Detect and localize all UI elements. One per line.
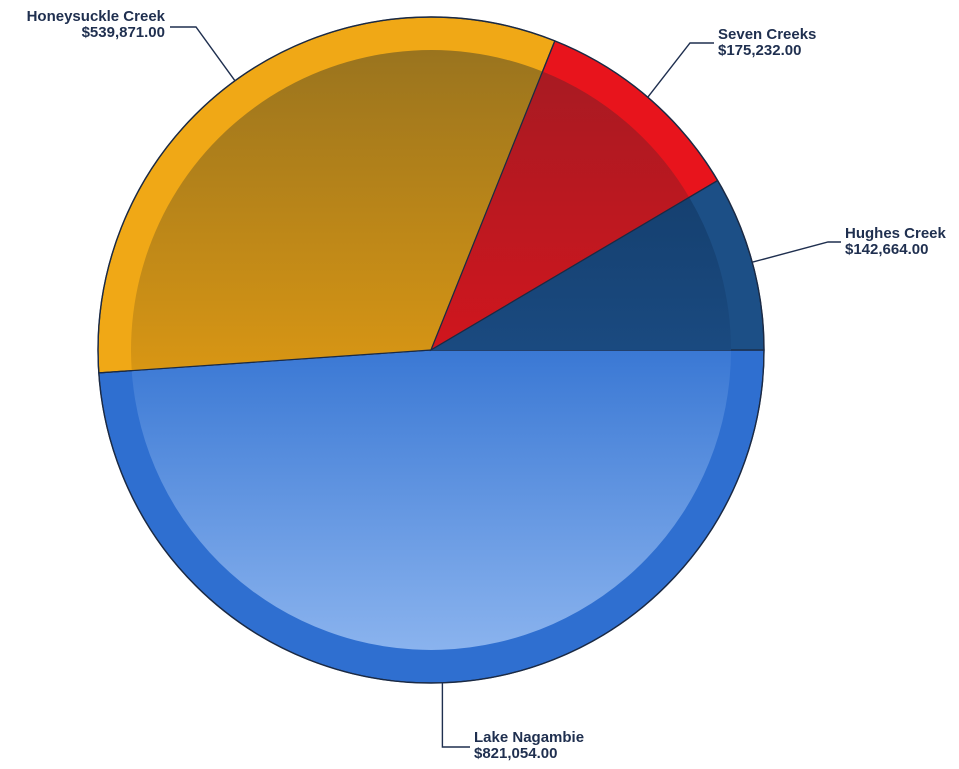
leader-line-seven-creeks [647,42,714,98]
leader-line-honeysuckle-creek [170,26,236,82]
pie-slice-face [131,350,731,650]
pie-slice-honeysuckle-creek [97,16,556,374]
slice-label-name: Lake Nagambie [474,729,584,746]
pie-slice-divider [430,40,556,351]
pie-slice-face [431,71,690,351]
slice-label-value: $821,054.00 [474,745,557,762]
leader-line-hughes-creek [752,241,841,263]
slice-label-value: $142,664.00 [845,241,928,258]
pie-slice-lake-nagambie [98,349,765,684]
slice-label-name: Hughes Creek [845,225,947,242]
slice-label-value: $539,871.00 [82,24,165,41]
slice-label-value: $175,232.00 [718,42,801,59]
pie-slice-face [131,50,543,371]
pie-slice-face [431,197,731,350]
slice-label-name: Seven Creeks [718,26,816,43]
pie-slice-divider [430,180,718,351]
slice-label-name: Honeysuckle Creek [27,8,166,25]
pie-outline [97,16,765,684]
leader-line-lake-nagambie [441,682,470,748]
pie-slice-divider [98,349,432,374]
